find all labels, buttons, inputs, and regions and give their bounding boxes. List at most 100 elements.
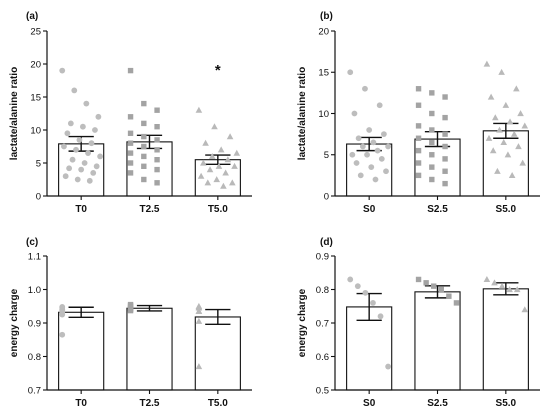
y-tick-label: 10: [318, 109, 329, 120]
data-point: [141, 133, 147, 140]
data-point: [519, 159, 526, 166]
data-point: [383, 168, 389, 175]
data-point: [127, 114, 134, 120]
data-point: [141, 153, 147, 160]
data-point: [431, 283, 437, 289]
data-point: [496, 126, 503, 133]
bar: [194, 316, 241, 391]
data-point: [64, 130, 71, 137]
data-point: [141, 120, 147, 127]
data-point: [197, 172, 205, 179]
data-point: [429, 90, 435, 96]
data-point: [127, 140, 134, 146]
data-point: [362, 289, 369, 296]
data-point: [517, 110, 524, 117]
data-point: [195, 307, 203, 314]
chart-panel-1: (a) lactate/alanine ratio * 0 5 10 15 20 25 T0 T2.…: [9, 11, 252, 215]
data-point: [429, 152, 435, 158]
data-point: [202, 139, 209, 146]
data-point: [508, 171, 516, 178]
data-point: [442, 156, 448, 162]
data-point: [59, 67, 66, 74]
data-point: [73, 146, 79, 153]
data-point: [71, 87, 78, 94]
data-point: [385, 143, 392, 150]
data-point: [141, 176, 147, 183]
data-point: [442, 131, 448, 137]
data-point: [215, 162, 223, 169]
data-point: [415, 172, 422, 179]
data-point: [59, 331, 66, 338]
data-point: [429, 164, 435, 170]
data-point: [74, 176, 81, 183]
data-point: [354, 283, 361, 290]
data-point: [200, 159, 207, 166]
data-point: [127, 130, 134, 136]
data-point: [154, 124, 160, 130]
bar: [414, 291, 461, 391]
y-axis-label: energy charge: [297, 288, 308, 357]
data-point: [208, 153, 216, 159]
data-point: [377, 313, 384, 320]
data-point: [79, 123, 86, 130]
data-point: [513, 85, 520, 92]
data-point: [204, 179, 212, 186]
data-point: [211, 123, 218, 130]
y-tick-label: 1.1: [28, 251, 41, 262]
x-tick-label: S0: [363, 398, 376, 409]
y-tick-label: 15: [30, 92, 41, 103]
data-point: [85, 150, 91, 157]
chart-panel-3: (c) energy charge 0.7 0.8 0.9 1.0 1.1 T0 T2.5 T5.…: [9, 237, 252, 409]
data-point: [415, 86, 422, 92]
significance-marker: *: [215, 62, 221, 79]
x-tick-label: T0: [75, 204, 87, 215]
bar: [126, 307, 173, 391]
data-point: [154, 137, 160, 143]
data-point: [453, 300, 460, 306]
chart-panel-4: (d) energy charge 0.5 0.6 0.7 0.8 0.9 S0 S2.5 S5.…: [297, 237, 540, 409]
data-point: [521, 122, 529, 129]
data-point: [483, 60, 491, 67]
data-point: [76, 137, 83, 143]
data-point: [67, 120, 74, 127]
data-point: [220, 182, 227, 189]
data-point: [366, 127, 373, 133]
data-point: [195, 106, 203, 113]
data-point: [154, 107, 160, 113]
data-point: [231, 162, 238, 169]
data-point: [491, 279, 498, 286]
data-point: [429, 127, 435, 133]
data-point: [502, 101, 510, 108]
data-point: [233, 149, 241, 156]
data-point: [415, 160, 422, 166]
x-tick-label: T0: [75, 398, 87, 409]
y-tick-label: 0.5: [316, 385, 329, 396]
x-tick-label: T5.0: [208, 398, 228, 409]
y-tick-label: 20: [30, 59, 41, 70]
data-point: [357, 172, 364, 179]
y-tick-label: 25: [30, 26, 41, 37]
data-point: [355, 135, 362, 142]
data-point: [429, 176, 435, 183]
data-point: [195, 363, 203, 370]
chart-panel-2: (b) lactate/alanine ratio 0 5 10 15 20 S0 S2.5 S5…: [297, 11, 540, 215]
data-point: [446, 293, 452, 299]
data-point: [127, 67, 134, 74]
y-tick-label: 0: [36, 191, 41, 202]
data-point: [78, 166, 85, 173]
data-point: [195, 317, 203, 324]
panel-label: (d): [320, 237, 333, 248]
x-tick-label: S5.0: [496, 398, 517, 409]
data-point: [86, 177, 93, 184]
data-point: [359, 143, 366, 150]
y-tick-label: 20: [318, 26, 329, 37]
data-point: [90, 170, 97, 176]
data-point: [485, 134, 493, 141]
data-point: [154, 147, 160, 153]
data-point: [127, 170, 134, 176]
data-point: [442, 180, 448, 187]
data-point: [429, 139, 435, 146]
y-tick-label: 0: [324, 191, 329, 202]
y-axis-label: lactate/alanine ratio: [9, 67, 20, 160]
data-point: [504, 151, 512, 158]
